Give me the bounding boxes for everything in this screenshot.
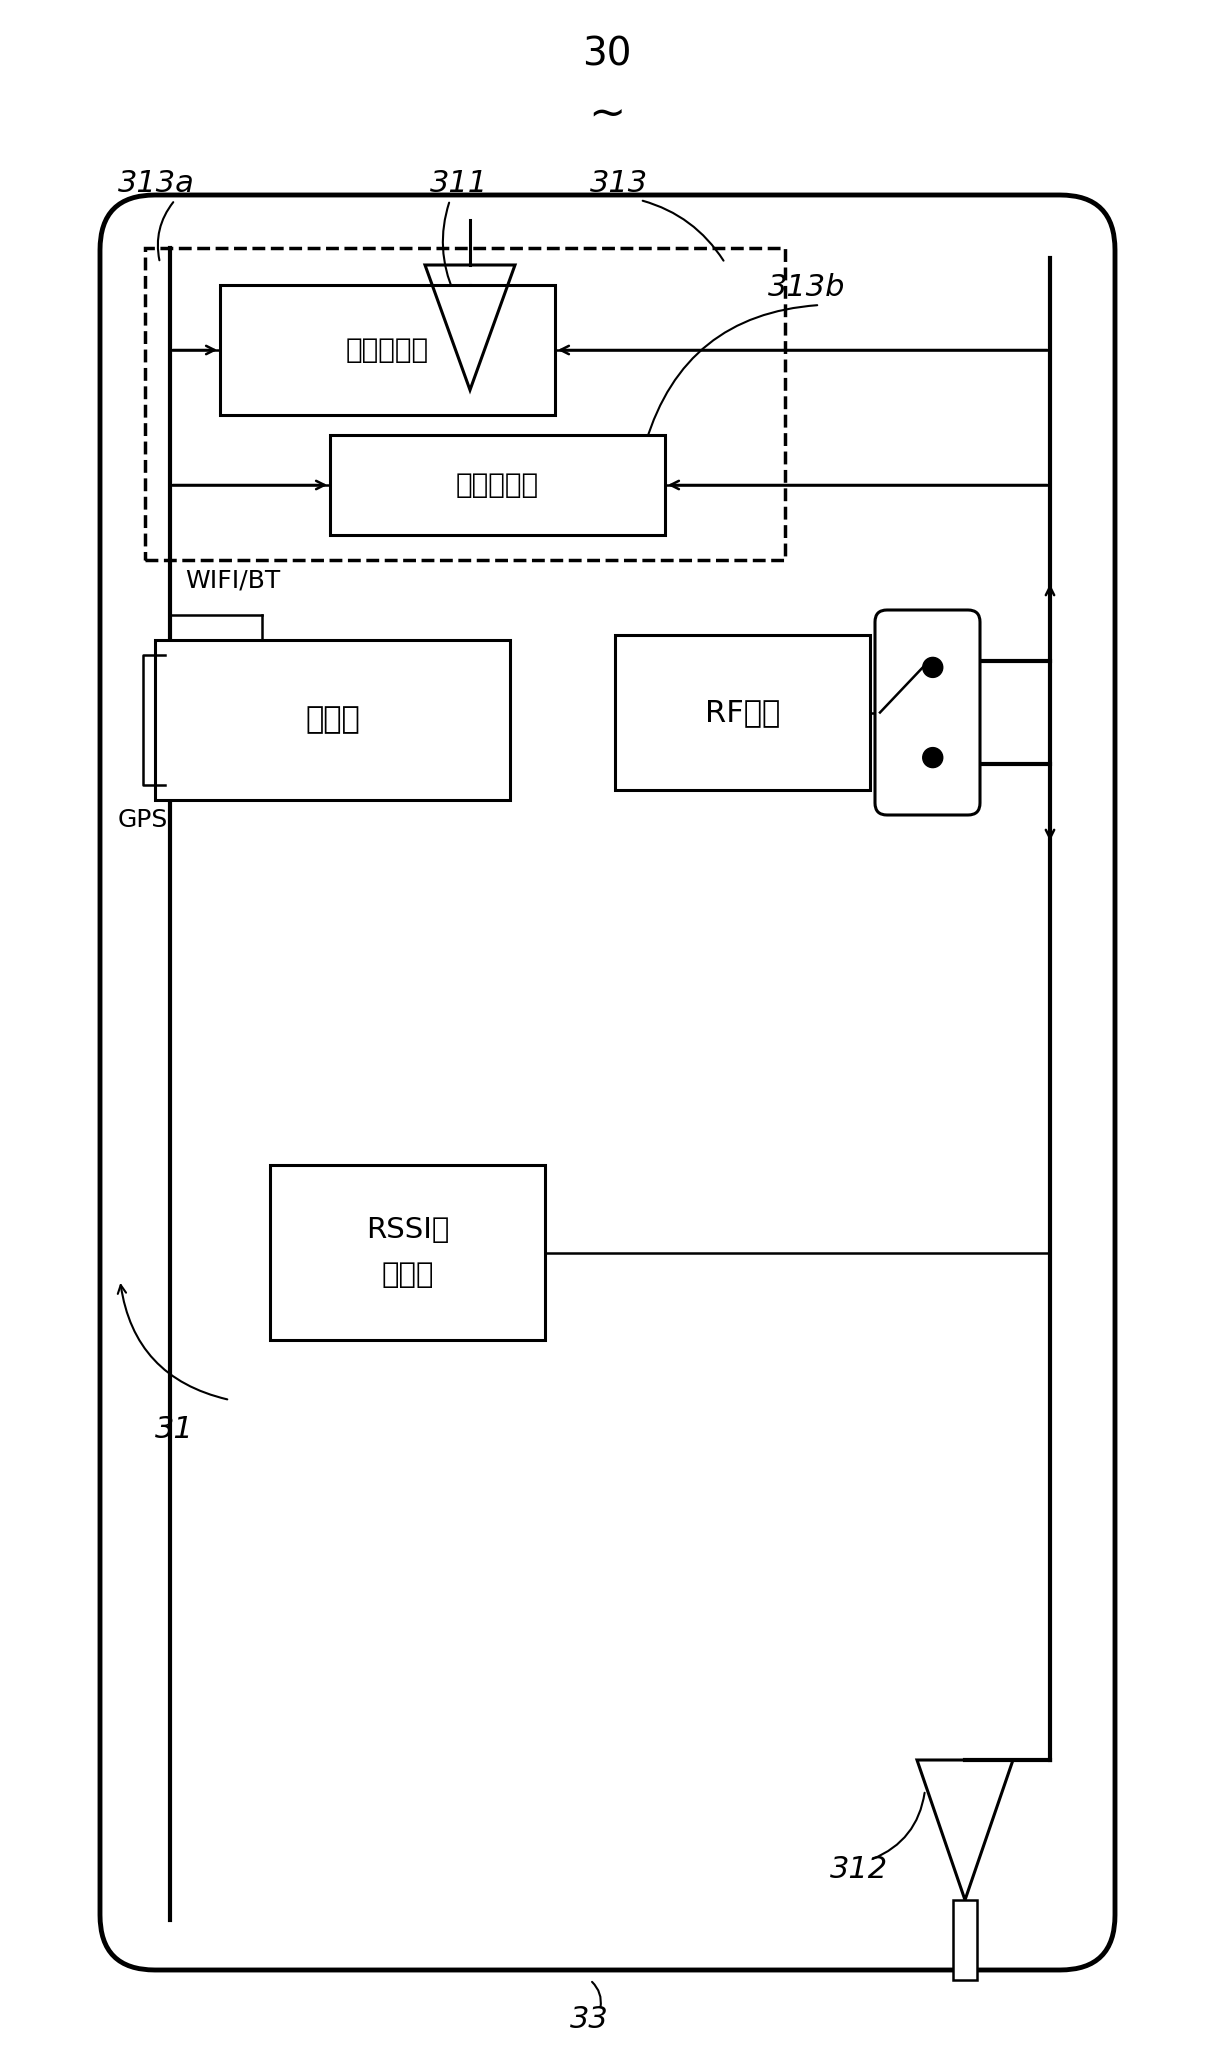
Text: 第一双工器: 第一双工器 <box>346 336 429 365</box>
Text: RSSI接
收单元: RSSI接 收单元 <box>366 1216 450 1290</box>
Text: 313b: 313b <box>768 274 846 303</box>
Text: WIFI/BT: WIFI/BT <box>185 569 281 592</box>
Text: 30: 30 <box>582 35 632 74</box>
FancyBboxPatch shape <box>100 196 1115 1970</box>
Text: 第二双工器: 第二双工器 <box>456 472 539 499</box>
Text: 连接器: 连接器 <box>305 705 360 734</box>
FancyBboxPatch shape <box>330 435 665 536</box>
FancyBboxPatch shape <box>270 1164 546 1340</box>
Circle shape <box>922 657 943 678</box>
Text: GPS: GPS <box>118 808 168 833</box>
FancyBboxPatch shape <box>615 635 870 789</box>
Text: 312: 312 <box>830 1855 888 1884</box>
FancyBboxPatch shape <box>875 610 981 814</box>
Bar <box>953 1900 977 1981</box>
Text: ~: ~ <box>588 93 626 136</box>
FancyBboxPatch shape <box>220 284 555 414</box>
Text: 313a: 313a <box>118 169 194 198</box>
Text: 313: 313 <box>590 169 648 198</box>
Text: RF通路: RF通路 <box>705 699 780 728</box>
Text: 33: 33 <box>570 2005 609 2034</box>
FancyBboxPatch shape <box>156 641 510 800</box>
Text: 311: 311 <box>430 169 488 198</box>
Circle shape <box>922 748 943 767</box>
Text: 31: 31 <box>156 1416 193 1445</box>
